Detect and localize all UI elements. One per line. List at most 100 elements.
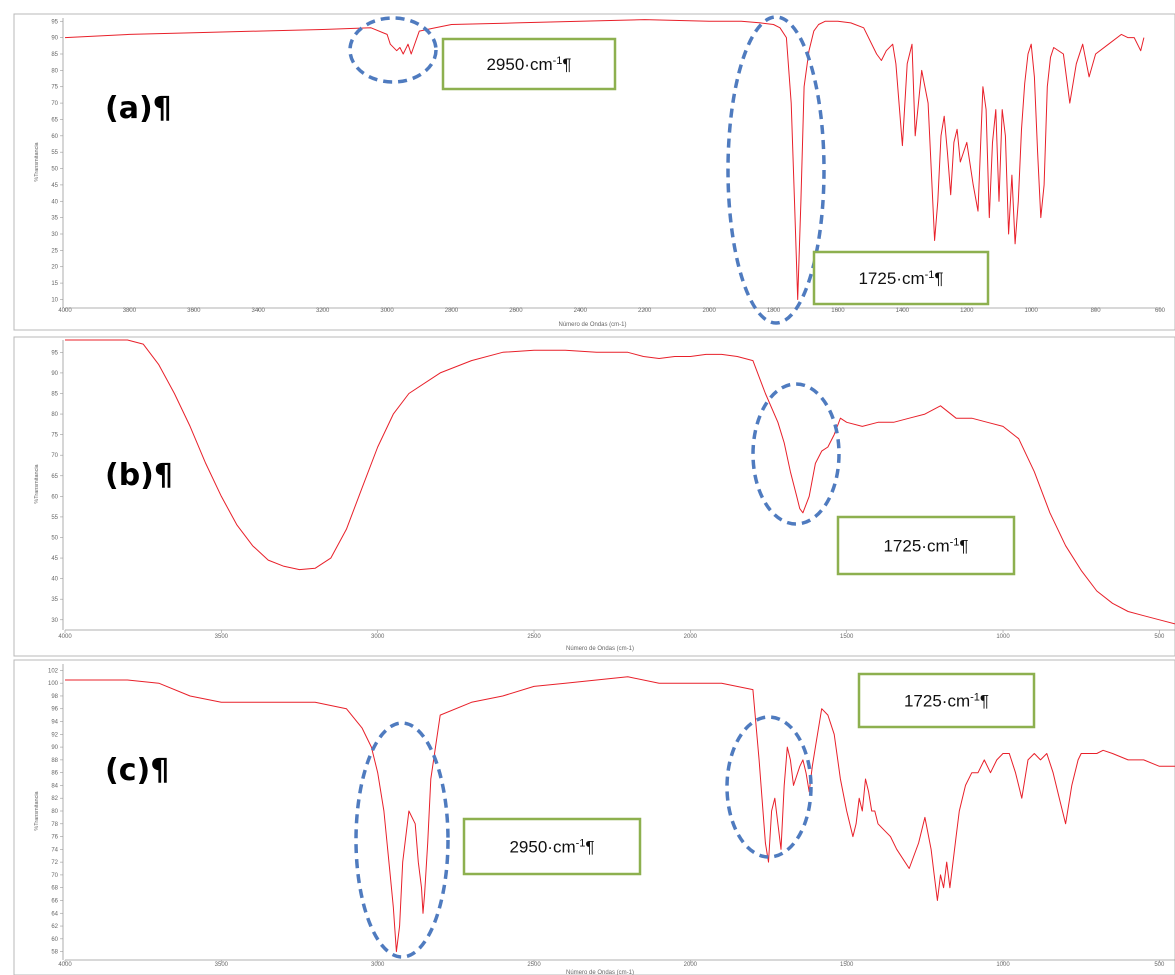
annotation-box xyxy=(441,37,617,91)
y-tick-label: 60 xyxy=(51,134,58,140)
y-tick-label: 70 xyxy=(51,453,58,459)
annotation-pilcrow: ¶ xyxy=(934,269,943,288)
x-tick-label: 3800 xyxy=(123,308,137,314)
x-tick-label: 2200 xyxy=(638,308,652,314)
peak-highlight-ellipse xyxy=(751,382,841,526)
y-tick-label: 65 xyxy=(51,117,58,123)
y-tick-label: 94 xyxy=(51,720,58,726)
x-tick-label: 1500 xyxy=(840,962,854,968)
panel-label: (c)¶ xyxy=(105,753,169,788)
y-tick-label: 45 xyxy=(51,183,58,189)
annotation-box xyxy=(812,250,990,306)
x-axis-label: Número de Ondas (cm-1) xyxy=(558,322,626,328)
y-tick-label: 82 xyxy=(51,796,58,802)
x-tick-label: 2600 xyxy=(509,308,523,314)
y-tick-label: 92 xyxy=(51,732,58,738)
peak-highlight-ellipse xyxy=(726,15,826,325)
x-tick-label: 500 xyxy=(1154,962,1165,968)
y-tick-label: 84 xyxy=(51,783,58,789)
y-tick-label: 90 xyxy=(51,371,58,377)
annotation-main: 1725·cm xyxy=(883,537,949,556)
y-tick-label: 70 xyxy=(51,873,58,879)
y-tick-label: 40 xyxy=(51,199,58,205)
x-tick-label: 3500 xyxy=(215,634,229,640)
y-tick-label: 102 xyxy=(48,668,59,674)
spectrum-line xyxy=(65,676,1175,953)
y-tick-label: 50 xyxy=(51,167,58,173)
y-tick-label: 76 xyxy=(51,835,58,841)
y-tick-label: 86 xyxy=(51,771,58,777)
annotation-main: 2950·cm xyxy=(486,55,552,74)
x-tick-label: 2400 xyxy=(574,308,588,314)
y-tick-label: 88 xyxy=(51,758,58,764)
x-tick-label: 3400 xyxy=(252,308,266,314)
panel-a: 4000 3800 3600 3400 3200 3000 2800 2600 2400 2200… xyxy=(13,13,1175,331)
spectrum-line xyxy=(64,19,1145,300)
peak-highlight-ellipse xyxy=(725,715,813,859)
x-tick-label: 1500 xyxy=(840,634,854,640)
x-tick-label: 3600 xyxy=(187,308,201,314)
y-tick-label: 96 xyxy=(51,707,58,713)
spectrum-line xyxy=(65,339,1175,625)
y-tick-label: 95 xyxy=(51,19,58,25)
y-tick-label: 45 xyxy=(51,556,58,562)
y-tick-label: 95 xyxy=(51,350,58,356)
y-tick-label: 74 xyxy=(51,847,58,853)
x-tick-label: 3000 xyxy=(380,308,394,314)
annotation-pilcrow: ¶ xyxy=(585,838,594,857)
x-tick-label: 1000 xyxy=(1024,308,1038,314)
peak-highlight-ellipse xyxy=(348,16,438,84)
y-tick-label: 66 xyxy=(51,898,58,904)
x-tick-label: 1400 xyxy=(896,308,910,314)
x-tick-label: 2500 xyxy=(527,962,541,968)
y-tick-label: 70 xyxy=(51,101,58,107)
y-tick-label: 30 xyxy=(51,618,58,624)
y-tick-label: 98 xyxy=(51,694,58,700)
x-tick-label: 3200 xyxy=(316,308,330,314)
x-tick-label: 3500 xyxy=(215,962,229,968)
y-tick-label: 35 xyxy=(51,597,58,603)
x-tick-label: 600 xyxy=(1155,308,1166,314)
y-tick-label: 90 xyxy=(51,36,58,42)
peak-highlight-ellipse xyxy=(354,721,450,959)
y-tick-label: 72 xyxy=(51,860,58,866)
annotation-text: 2950·cm-1¶ xyxy=(509,838,594,857)
y-tick-label: 60 xyxy=(51,937,58,943)
y-tick-label: 85 xyxy=(51,391,58,397)
annotation-box xyxy=(836,515,1016,576)
y-tick-label: 78 xyxy=(51,822,58,828)
y-tick-label: 15 xyxy=(51,281,58,287)
x-tick-label: 1000 xyxy=(996,962,1010,968)
y-tick-label: 85 xyxy=(51,52,58,58)
x-tick-label: 2500 xyxy=(527,634,541,640)
annotation-text: 1725·cm-1¶ xyxy=(883,537,968,556)
y-tick-label: 100 xyxy=(48,681,59,687)
annotation-pilcrow: ¶ xyxy=(959,537,968,556)
y-tick-label: 10 xyxy=(51,297,58,303)
x-tick-label: 2000 xyxy=(702,308,716,314)
y-tick-label: 20 xyxy=(51,265,58,271)
y-tick-label: 62 xyxy=(51,924,58,930)
panel-c: 4000 3500 3000 2500 2000 1500 1000 500 58 60 62 64 6… xyxy=(13,659,1175,975)
x-tick-label: 3000 xyxy=(371,962,385,968)
annotation-pilcrow: ¶ xyxy=(980,692,989,711)
x-tick-label: 1800 xyxy=(767,308,781,314)
x-tick-label: 4000 xyxy=(58,962,72,968)
x-tick-label: 2000 xyxy=(684,634,698,640)
annotation-superscript: -1 xyxy=(553,55,563,67)
annotation-main: 2950·cm xyxy=(509,838,575,857)
annotation-superscript: -1 xyxy=(970,692,980,704)
y-tick-label: 80 xyxy=(51,412,58,418)
y-tick-label: 80 xyxy=(51,809,58,815)
annotation-box xyxy=(857,672,1036,729)
x-axis-label: Número de Ondas (cm-1) xyxy=(566,970,634,975)
x-tick-label: 3000 xyxy=(371,634,385,640)
x-tick-label: 1000 xyxy=(996,634,1010,640)
annotation-main: 1725·cm xyxy=(858,269,924,288)
y-tick-label: 30 xyxy=(51,232,58,238)
y-tick-label: 75 xyxy=(51,433,58,439)
annotation-text: 2950·cm-1¶ xyxy=(486,55,571,74)
annotation-main: 1725·cm xyxy=(904,692,970,711)
y-tick-label: 90 xyxy=(51,745,58,751)
